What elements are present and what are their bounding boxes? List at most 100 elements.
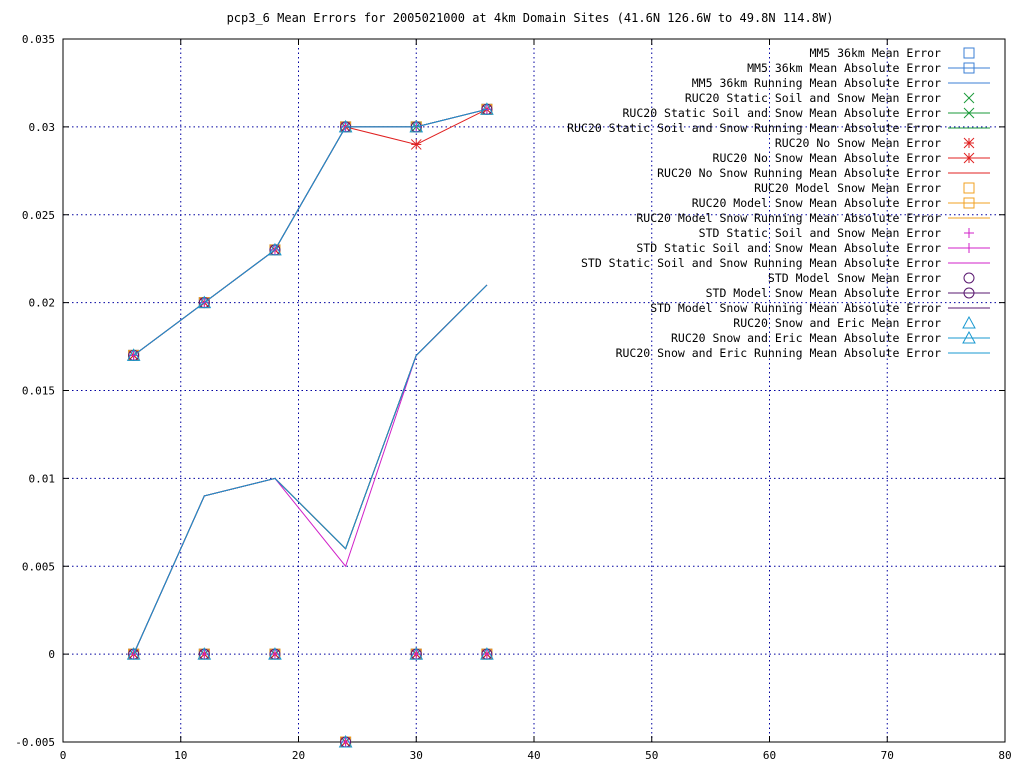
series-line (133, 284, 488, 655)
series-8 (128, 103, 493, 361)
legend-marker-sample (963, 107, 975, 119)
data-point (338, 734, 353, 748)
series-15 (133, 284, 488, 655)
legend-marker-sample (963, 182, 975, 194)
series-layer (126, 102, 494, 748)
legend-entry: RUC20 Snow and Eric Mean Absolute Error (671, 330, 990, 345)
data-point (409, 647, 424, 660)
legend-marker-sample (963, 47, 975, 59)
data-point (480, 102, 494, 115)
legend-label: RUC20 No Snow Running Mean Absolute Erro… (657, 166, 941, 180)
legend-marker-sample (963, 62, 975, 74)
series-3 (133, 284, 488, 655)
data-point (197, 647, 212, 660)
series-17 (128, 103, 493, 361)
legend-label: MM5 36km Mean Absolute Error (747, 61, 941, 75)
series-11 (128, 103, 493, 361)
series-1 (128, 648, 493, 748)
legend-entry: RUC20 No Snow Mean Error (775, 136, 975, 150)
grid-lines (63, 39, 1005, 742)
legend-label: MM5 36km Running Mean Absolute Error (692, 76, 941, 90)
series-13 (128, 649, 492, 747)
series-20 (126, 102, 494, 361)
series-4 (128, 648, 493, 748)
legend-marker-sample (962, 330, 976, 344)
legend-entry: STD Model Snow Running Mean Absolute Err… (650, 301, 990, 315)
y-tick-label: 0.015 (22, 385, 55, 398)
data-point (126, 348, 141, 361)
x-tick-label: 60 (763, 749, 776, 762)
axes: 0 10 20 30 40 50 60 70 80 -0.005 0 0.005 0.01 0.015 0.… (15, 33, 1011, 762)
legend-marker-sample (963, 92, 975, 104)
legend-entry: RUC20 No Snow Running Mean Absolute Erro… (657, 166, 990, 180)
data-point (410, 139, 422, 150)
data-point (126, 647, 141, 660)
series-18 (133, 284, 488, 655)
legend-label: STD Static Soil and Snow Mean Absolute E… (636, 241, 941, 255)
data-point (338, 119, 353, 133)
legend-label: STD Static Soil and Snow Mean Error (699, 226, 941, 240)
x-tick-label: 40 (527, 749, 540, 762)
legend-entry: RUC20 Snow and Eric Mean Error (733, 315, 976, 330)
series-5 (128, 103, 493, 361)
x-tick-label: 50 (645, 749, 658, 762)
legend-entry: STD Static Soil and Snow Running Mean Ab… (581, 256, 990, 270)
data-point (480, 647, 494, 660)
legend-entry: MM5 36km Mean Error (809, 46, 975, 60)
y-tick-label: 0.035 (22, 33, 55, 46)
legend-label: RUC20 Snow and Eric Mean Error (733, 316, 941, 330)
series-line (133, 284, 488, 655)
legend-marker-sample (963, 272, 975, 284)
legend-entry: RUC20 Model Snow Mean Error (754, 181, 975, 195)
legend-label: RUC20 Model Snow Mean Error (754, 181, 941, 195)
series-10 (128, 648, 493, 748)
legend-entry: MM5 36km Mean Absolute Error (747, 61, 990, 75)
series-line (133, 284, 488, 655)
legend-entry: RUC20 Model Snow Mean Absolute Error (692, 196, 990, 210)
x-tick-label: 20 (292, 749, 305, 762)
y-tick-label: 0.025 (22, 209, 55, 222)
x-tick-label: 70 (881, 749, 894, 762)
series-line (133, 284, 488, 655)
series-line (133, 108, 488, 356)
series-line (133, 108, 488, 356)
x-tick-label: 30 (410, 749, 423, 762)
legend-entry: STD Static Soil and Snow Mean Absolute E… (636, 241, 990, 255)
data-point (268, 647, 282, 660)
data-point (197, 295, 212, 309)
legend-label: RUC20 Static Soil and Snow Mean Error (685, 91, 941, 105)
series-6 (133, 284, 488, 655)
legend-label: STD Model Snow Mean Absolute Error (706, 286, 941, 300)
x-tick-label: 10 (174, 749, 187, 762)
legend-marker-sample (963, 152, 975, 164)
legend-label: RUC20 No Snow Mean Error (775, 136, 941, 150)
legend-entry: RUC20 No Snow Mean Absolute Error (713, 151, 990, 165)
legend-marker-sample (963, 287, 975, 299)
series-line (133, 284, 488, 655)
series-12 (133, 284, 488, 655)
chart-title: pcp3_6 Mean Errors for 2005021000 at 4km… (227, 11, 834, 25)
series-line (133, 108, 488, 356)
legend-label: RUC20 Model Snow Mean Absolute Error (692, 196, 941, 210)
y-tick-label: 0.005 (22, 560, 55, 573)
x-tick-label: 0 (60, 749, 67, 762)
legend-entry: STD Static Soil and Snow Mean Error (699, 226, 974, 240)
legend-marker-sample (963, 137, 975, 149)
y-tick-label: 0 (48, 648, 55, 661)
legend-marker-sample (962, 315, 976, 329)
series-16 (128, 648, 493, 748)
data-point (409, 119, 424, 133)
legend-label: STD Model Snow Mean Error (768, 271, 941, 285)
legend-label: RUC20 No Snow Mean Absolute Error (713, 151, 942, 165)
legend-label: STD Model Snow Running Mean Absolute Err… (650, 301, 941, 315)
legend-label: RUC20 Snow and Eric Running Mean Absolut… (616, 346, 941, 360)
legend-label: RUC20 Static Soil and Snow Running Mean … (567, 121, 941, 135)
series-7 (128, 648, 493, 748)
legend-marker-sample (964, 228, 974, 238)
y-tick-label: -0.005 (15, 736, 55, 749)
series-line (133, 284, 488, 655)
y-tick-label: 0.02 (29, 297, 56, 310)
x-tick-label: 80 (998, 749, 1011, 762)
